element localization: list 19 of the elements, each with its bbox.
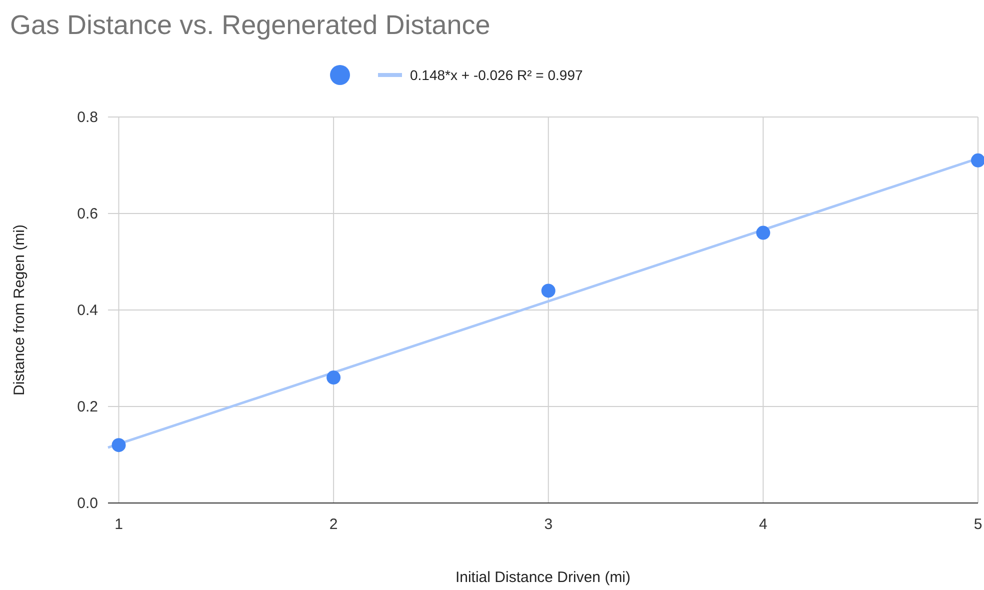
x-tick-label: 4 <box>759 516 768 533</box>
x-axis-title: Initial Distance Driven (mi) <box>455 569 631 586</box>
point <box>112 438 126 452</box>
legend-label: 0.148*x + -0.026 R² = 0.997 <box>410 67 583 83</box>
point <box>326 370 341 385</box>
x-tick-label: 2 <box>329 516 338 533</box>
y-tick-label: 0.6 <box>77 206 98 222</box>
y-tick-label: 0.0 <box>77 495 98 512</box>
chart-title: Gas Distance vs. Regenerated Distance <box>10 10 490 40</box>
y-axis-title: Distance from Regen (mi) <box>11 224 28 396</box>
y-tick-label: 0.4 <box>77 302 98 319</box>
x-tick-label: 3 <box>544 516 553 533</box>
x-tick-label: 1 <box>114 516 123 533</box>
point <box>541 284 556 298</box>
point <box>756 226 770 240</box>
y-tick-label: 0.8 <box>77 109 98 126</box>
y-tick-label: 0.2 <box>77 398 98 416</box>
point <box>971 153 984 168</box>
x-tick-label: 5 <box>974 516 982 533</box>
